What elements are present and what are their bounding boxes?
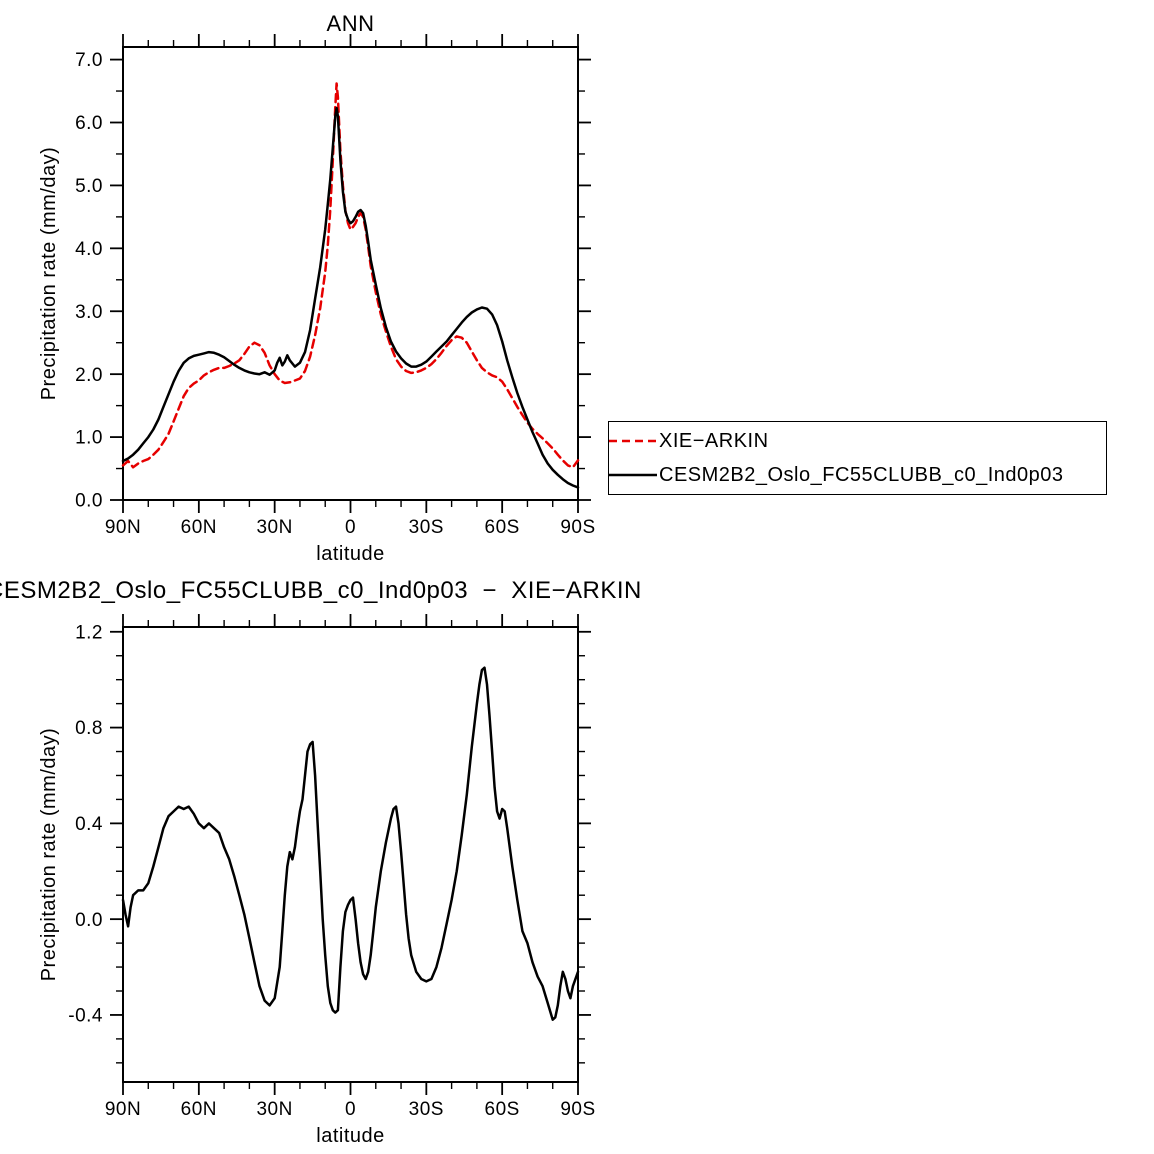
svg-text:60N: 60N (181, 1099, 217, 1120)
svg-text:6.0: 6.0 (75, 113, 103, 134)
difference-chart: 90N 60N 30N 0 30S 60S 90S -0.4 0.0 0.4 0.8 1.2 latit… (38, 614, 595, 1147)
legend-line-solid-icon (609, 473, 657, 477)
svg-text:4.0: 4.0 (75, 239, 103, 260)
svg-text:30S: 30S (409, 517, 444, 538)
legend-label-model: CESM2B2_Oslo_FC55CLUBB_c0_Ind0p03 (659, 463, 1064, 486)
svg-text:60S: 60S (485, 1099, 520, 1120)
legend-entry-model: CESM2B2_Oslo_FC55CLUBB_c0_Ind0p03 (609, 458, 1106, 492)
svg-text:90S: 90S (560, 517, 595, 538)
legend-line-dashed-icon (609, 439, 657, 443)
legend: XIE−ARKIN CESM2B2_Oslo_FC55CLUBB_c0_Ind0… (608, 421, 1107, 495)
svg-text:0.0: 0.0 (75, 910, 103, 931)
svg-text:90N: 90N (105, 517, 141, 538)
svg-text:5.0: 5.0 (75, 176, 103, 197)
svg-text:0.4: 0.4 (75, 814, 103, 835)
svg-text:60S: 60S (485, 517, 520, 538)
svg-text:1.2: 1.2 (75, 622, 103, 643)
svg-text:-0.4: -0.4 (68, 1006, 103, 1027)
svg-text:0: 0 (345, 1099, 356, 1120)
svg-text:0: 0 (345, 517, 356, 538)
svg-text:1.0: 1.0 (75, 428, 103, 449)
svg-text:ANN: ANN (327, 11, 375, 36)
svg-text:Precipitation rate (mm/day): Precipitation rate (mm/day) (38, 147, 60, 401)
svg-text:30S: 30S (409, 1099, 444, 1120)
ann-zonal-mean-chart: 90N 60N 30N 0 30S 60S 90S 0.0 1.0 2.0 3.0 4.0 5.0 6.0… (38, 11, 595, 565)
svg-text:2.0: 2.0 (75, 365, 103, 386)
svg-text:0.0: 0.0 (75, 491, 103, 512)
legend-entry-xie-arkin: XIE−ARKIN (609, 424, 1106, 458)
svg-text:30N: 30N (256, 1099, 292, 1120)
svg-text:90S: 90S (560, 1099, 595, 1120)
svg-text:0.8: 0.8 (75, 718, 103, 739)
svg-text:7.0: 7.0 (75, 50, 103, 71)
svg-text:30N: 30N (256, 517, 292, 538)
legend-label-xie-arkin: XIE−ARKIN (659, 429, 769, 452)
svg-text:latitude: latitude (316, 1125, 385, 1147)
difference-chart-title: CESM2B2_Oslo_FC55CLUBB_c0_Ind0p03 − XIE−… (0, 577, 642, 604)
svg-text:latitude: latitude (316, 543, 385, 565)
svg-text:Precipitation rate (mm/day): Precipitation rate (mm/day) (38, 728, 60, 982)
svg-text:60N: 60N (181, 517, 217, 538)
svg-text:90N: 90N (105, 1099, 141, 1120)
svg-text:3.0: 3.0 (75, 302, 103, 323)
